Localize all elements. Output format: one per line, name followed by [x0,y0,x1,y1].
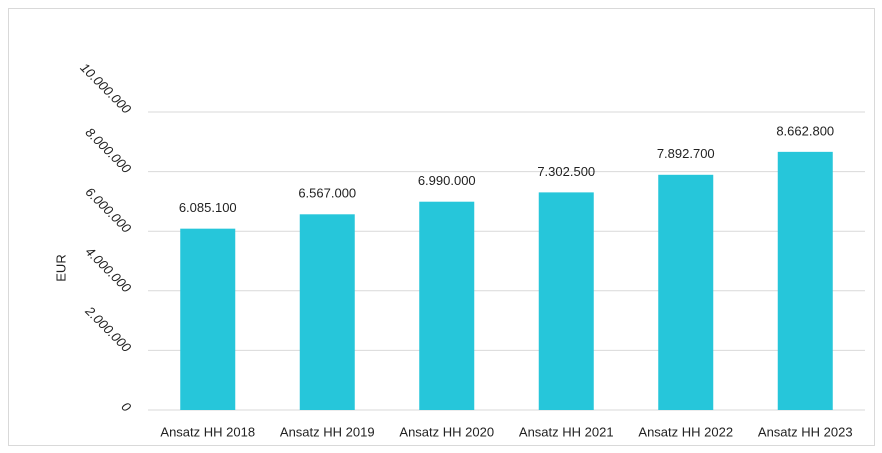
data-label: 6.567.000 [298,186,356,201]
y-tick-label: 2.000.000 [82,303,135,356]
x-tick-label: Ansatz HH 2020 [399,424,494,439]
x-tick-label: Ansatz HH 2023 [758,424,853,439]
data-label: 7.302.500 [537,164,595,179]
data-label: 7.892.700 [657,146,715,161]
y-tick-label: 6.000.000 [83,184,135,236]
x-tick-label: Ansatz HH 2019 [280,424,375,439]
bar [538,192,594,410]
x-tick-label: Ansatz HH 2018 [160,424,255,439]
x-tick-label: Ansatz HH 2022 [638,424,733,439]
bar [658,174,714,410]
data-label: 6.085.100 [179,200,237,215]
chart-frame [8,8,875,446]
bar [299,214,355,410]
bar [777,151,833,410]
x-tick-label: Ansatz HH 2021 [519,424,614,439]
y-axis-label: EUR [53,254,68,281]
bar [180,228,236,410]
y-tick-label: 4.000.000 [83,244,135,296]
y-tick-label: 10.000.000 [77,60,134,117]
data-label: 6.990.000 [418,173,476,188]
data-label: 8.662.800 [776,123,834,138]
y-tick-label: 8.000.000 [83,125,135,177]
y-tick-label: 0 [118,399,134,415]
bar [419,201,475,410]
